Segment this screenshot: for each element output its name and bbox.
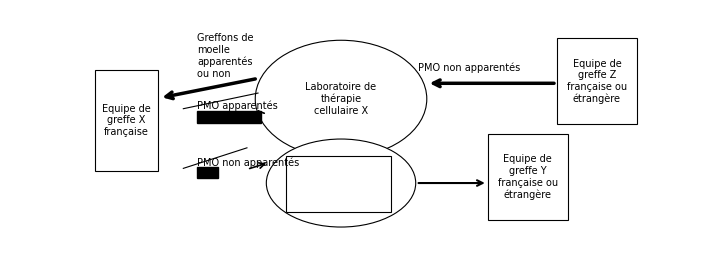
Ellipse shape (266, 139, 416, 227)
Bar (197, 111, 261, 123)
Bar (286, 156, 391, 212)
Text: Laboratoire de
thérapie
cellulaire X: Laboratoire de thérapie cellulaire X (306, 82, 376, 116)
Text: PMO apparentés: PMO apparentés (197, 101, 278, 112)
Bar (488, 134, 568, 220)
Ellipse shape (256, 40, 427, 157)
Text: PMO non apparentés: PMO non apparentés (197, 157, 299, 168)
Text: Laboratoire de
thérapie
cellulaire Y: Laboratoire de thérapie cellulaire Y (306, 166, 376, 200)
Bar (95, 70, 159, 171)
Bar (557, 38, 637, 124)
Text: Equipe de
greffe X
française: Equipe de greffe X française (102, 104, 151, 137)
Text: Equipe de
greffe Z
française ou
étrangère: Equipe de greffe Z française ou étrangèr… (567, 59, 627, 104)
Text: Greffons de
moelle
apparentés
ou non: Greffons de moelle apparentés ou non (197, 34, 253, 79)
Text: PMO non apparentés: PMO non apparentés (418, 63, 521, 73)
Bar (197, 167, 218, 178)
Text: Equipe de
greffe Y
française ou
étrangère: Equipe de greffe Y française ou étrangèr… (498, 154, 558, 200)
